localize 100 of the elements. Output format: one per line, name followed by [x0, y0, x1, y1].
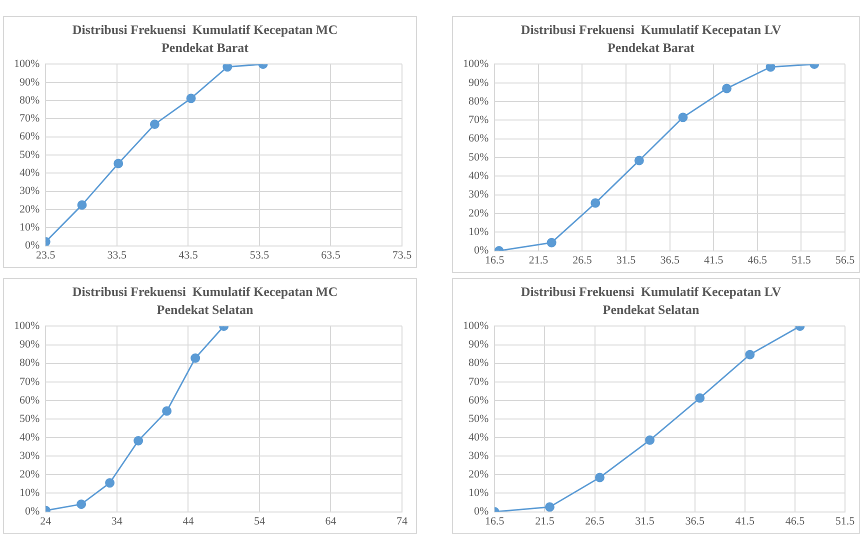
- point: [77, 200, 87, 210]
- chart-subtitle: Pendekat Selatan: [156, 302, 254, 317]
- point: [150, 120, 160, 130]
- y-tick-label: 20%: [19, 468, 40, 481]
- x-tick-label: 44: [182, 515, 194, 528]
- x-tick-label: 36.5: [685, 515, 705, 528]
- y-tick-label: 90%: [468, 76, 489, 89]
- x-tick-label: 21.5: [535, 515, 555, 528]
- x-tick-label: 53.5: [250, 249, 270, 262]
- y-tick-label: 80%: [468, 357, 489, 370]
- point: [190, 353, 200, 363]
- y-tick-label: 70%: [19, 112, 40, 125]
- x-tick-label: 23.5: [36, 249, 56, 262]
- x-tick-label: 43.5: [178, 249, 198, 262]
- point: [222, 64, 232, 72]
- y-tick-label: 50%: [468, 151, 489, 164]
- point: [766, 64, 776, 72]
- point: [595, 472, 605, 482]
- y-tick-label: 30%: [468, 188, 489, 201]
- y-tick-label: 20%: [468, 468, 489, 481]
- x-tick-label: 64: [325, 515, 337, 528]
- y-tick-label: 40%: [19, 167, 40, 180]
- y-tick-label: 70%: [468, 376, 489, 388]
- y-tick-label: 90%: [19, 338, 40, 351]
- point: [590, 198, 600, 208]
- y-tick-label: 0%: [24, 240, 40, 252]
- chart-title: Distribusi Frekuensi Kumulatif Kecepatan LV: [520, 284, 782, 300]
- y-tick-label: 100%: [462, 58, 489, 70]
- y-tick-label: 100%: [14, 58, 40, 70]
- x-tick-label: 26.5: [585, 515, 605, 528]
- point: [186, 94, 196, 104]
- y-tick-label: 30%: [19, 450, 40, 462]
- y-tick-label: 60%: [468, 132, 489, 145]
- x-tick-label: 31.5: [635, 515, 655, 528]
- y-tick-label: 10%: [468, 226, 489, 238]
- x-tick-label: 73.5: [392, 249, 412, 262]
- y-tick-label: 40%: [468, 431, 489, 444]
- point: [134, 436, 144, 446]
- y-tick-label: 30%: [468, 450, 489, 462]
- x-tick-label: 51.5: [792, 254, 812, 266]
- x-tick-label: 56.5: [835, 254, 856, 266]
- x-tick-label: 54: [254, 515, 266, 528]
- chart-subtitle: Pendekat Barat: [607, 40, 696, 55]
- y-tick-label: 80%: [19, 357, 40, 370]
- y-tick-label: 10%: [19, 222, 40, 234]
- y-tick-label: 80%: [468, 95, 489, 108]
- chart-title: Distribusi Frekuensi Kumulatif Kecepatan MC: [72, 22, 338, 38]
- x-tick-label: 16.5: [485, 254, 505, 266]
- x-tick-label: 51.5: [835, 515, 856, 528]
- point: [114, 158, 124, 168]
- x-tick-label: 74: [396, 515, 408, 528]
- point: [162, 406, 172, 416]
- y-tick-label: 20%: [468, 207, 489, 220]
- y-tick-label: 50%: [468, 412, 489, 425]
- point: [546, 238, 556, 248]
- y-tick-label: 70%: [19, 376, 40, 388]
- y-tick-label: 50%: [19, 412, 40, 425]
- y-tick-label: 40%: [468, 170, 489, 182]
- point: [678, 112, 688, 122]
- point: [105, 478, 115, 488]
- y-tick-label: 60%: [468, 394, 489, 406]
- x-tick-label: 33.5: [107, 249, 128, 262]
- y-tick-label: 40%: [19, 431, 40, 444]
- point: [722, 84, 732, 94]
- y-tick-label: 60%: [19, 394, 40, 406]
- point: [544, 502, 554, 512]
- y-tick-label: 100%: [14, 320, 40, 332]
- y-tick-label: 20%: [19, 203, 40, 216]
- point: [634, 156, 644, 166]
- y-tick-label: 0%: [474, 506, 489, 518]
- y-tick-label: 50%: [19, 148, 40, 161]
- y-tick-label: 10%: [19, 487, 40, 500]
- chart-subtitle: Pendekat Barat: [161, 40, 250, 55]
- y-tick-label: 10%: [468, 487, 489, 500]
- y-tick-label: 30%: [19, 185, 40, 198]
- point: [695, 393, 705, 403]
- x-tick-label: 34: [111, 515, 123, 528]
- y-tick-label: 80%: [19, 94, 40, 106]
- x-tick-label: 41.5: [704, 254, 724, 266]
- x-tick-label: 46.5: [785, 515, 806, 528]
- y-tick-label: 0%: [474, 244, 489, 257]
- chart-subtitle: Pendekat Selatan: [602, 302, 700, 317]
- y-tick-label: 0%: [24, 506, 40, 518]
- y-tick-label: 70%: [468, 114, 489, 126]
- point: [745, 350, 755, 360]
- y-tick-label: 100%: [462, 320, 489, 332]
- chart-title: Distribusi Frekuensi Kumulatif Kecepatan LV: [520, 22, 782, 38]
- point: [645, 435, 655, 445]
- point: [76, 499, 86, 509]
- y-tick-label: 90%: [19, 76, 40, 88]
- chart-title: Distribusi Frekuensi Kumulatif Kecepatan MC: [72, 284, 338, 300]
- x-tick-label: 63.5: [321, 249, 341, 262]
- x-tick-label: 24: [40, 515, 52, 528]
- x-tick-label: 21.5: [528, 254, 549, 266]
- x-tick-label: 31.5: [616, 254, 636, 266]
- x-tick-label: 41.5: [735, 515, 756, 528]
- y-tick-label: 90%: [468, 338, 489, 351]
- x-tick-label: 46.5: [748, 254, 768, 266]
- x-tick-label: 26.5: [572, 254, 592, 266]
- x-tick-label: 16.5: [485, 515, 505, 528]
